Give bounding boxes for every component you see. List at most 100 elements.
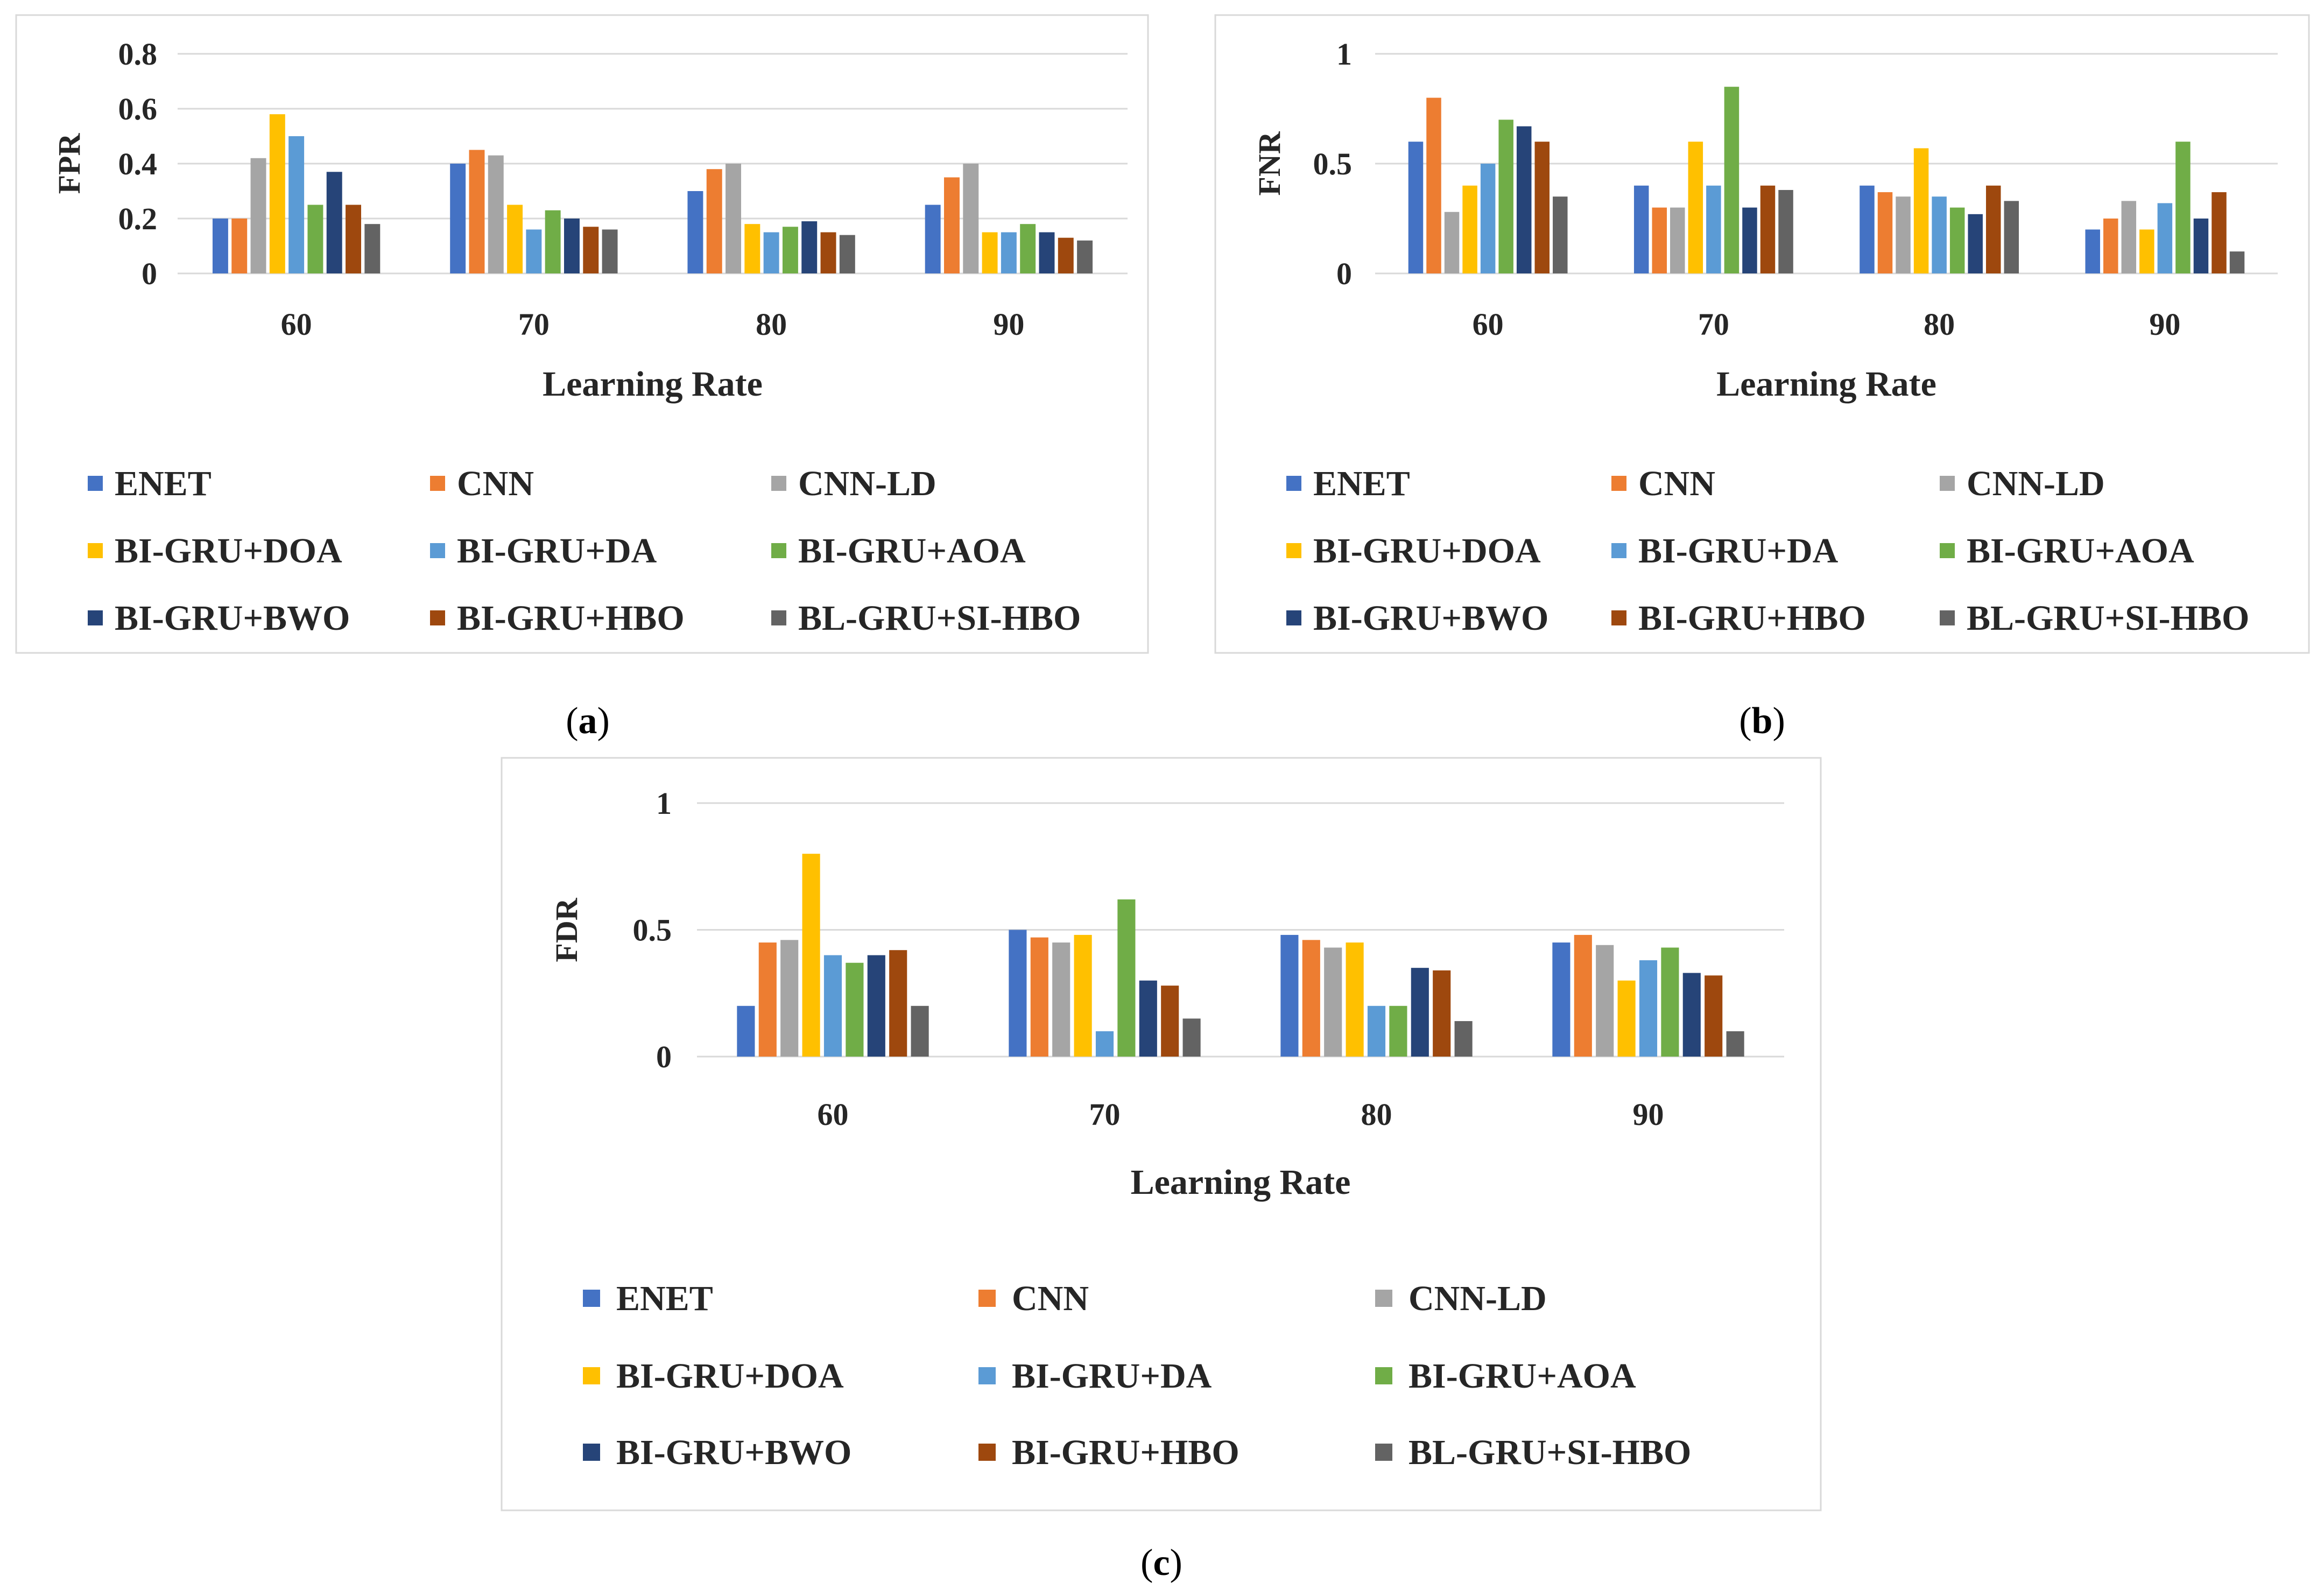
bar-bi-gru-doa-80 xyxy=(1913,148,1929,273)
bar-bi-gru-doa-80 xyxy=(1346,942,1364,1057)
bar-bi-gru-bwo-80 xyxy=(1411,968,1429,1057)
y-tick-label: 0 xyxy=(142,256,157,291)
legend-item: BI-GRU+HBO xyxy=(430,599,685,638)
bar-bl-gru-si-hbo-80 xyxy=(2004,201,2019,273)
legend-item: BI-GRU+DA xyxy=(978,1356,1212,1396)
legend-label: BI-GRU+HBO xyxy=(457,599,685,638)
x-tick-label: 70 xyxy=(1089,1097,1121,1132)
bar-cnn-90 xyxy=(944,177,960,273)
legend-item: BI-GRU+HBO xyxy=(1611,599,1866,638)
bar-bi-gru-bwo-70 xyxy=(564,219,580,273)
bar-group-80 xyxy=(1280,934,1473,1057)
bar-cnn-ld-80 xyxy=(1896,196,1911,273)
legend-item: BI-GRU+BWO xyxy=(583,1433,851,1472)
bar-group-80 xyxy=(1860,148,2019,273)
bar-cnn-ld-60 xyxy=(1444,212,1460,273)
bar-bi-gru-bwo-80 xyxy=(1968,214,1983,273)
legend-item: CNN xyxy=(1611,464,1715,503)
legend-swatch xyxy=(1375,1290,1392,1307)
bar-bi-gru-da-70 xyxy=(526,229,542,273)
bar-bi-gru-hbo-90 xyxy=(1705,975,1723,1057)
chart-c: 0 0.5 1 FDR 60 70 80 90 Learning Rate ENET CNN CNN-… xyxy=(501,757,1822,1511)
legend-swatch xyxy=(88,610,103,625)
legend-label: CNN-LD xyxy=(1967,464,2105,503)
bar-bi-gru-da-80 xyxy=(763,232,779,273)
legend-label: BI-GRU+DOA xyxy=(115,531,342,571)
legend-label: BI-GRU+DA xyxy=(457,531,657,571)
y-tick-label: 0 xyxy=(656,1039,672,1074)
bar-bi-gru-doa-70 xyxy=(1074,934,1092,1057)
legend-label: BI-GRU+AOA xyxy=(798,531,1026,571)
legend-label: BL-GRU+SI-HBO xyxy=(798,599,1081,638)
legend-label: BL-GRU+SI-HBO xyxy=(1967,599,2249,638)
bar-cnn-70 xyxy=(1030,937,1048,1057)
legend-swatch xyxy=(1611,610,1626,625)
bar-bi-gru-da-60 xyxy=(288,136,305,273)
bar-enet-60 xyxy=(1408,142,1424,273)
bar-bi-gru-doa-90 xyxy=(1617,980,1636,1057)
legend-label: BI-GRU+BWO xyxy=(616,1433,851,1472)
bar-enet-70 xyxy=(1009,930,1027,1057)
bar-bi-gru-da-90 xyxy=(1639,960,1658,1057)
y-tick-label: 1 xyxy=(656,786,672,821)
bar-bi-gru-hbo-80 xyxy=(1985,185,2001,273)
legend-item: BL-GRU+SI-HBO xyxy=(771,599,1081,638)
bar-bi-gru-da-90 xyxy=(2157,203,2173,273)
panel-caption: (b) xyxy=(1739,700,1785,742)
bar-bi-gru-da-60 xyxy=(823,955,842,1057)
bar-bl-gru-si-hbo-80 xyxy=(839,235,855,273)
bar-bi-gru-hbo-70 xyxy=(1161,986,1179,1057)
bar-bl-gru-si-hbo-60 xyxy=(364,224,381,273)
legend: ENET CNN CNN-LD BI-GRU+DOA BI-GRU+DA BI-GRU+A… xyxy=(1286,464,2249,638)
bar-cnn-90 xyxy=(2103,219,2118,273)
bar-bi-gru-hbo-70 xyxy=(1760,185,1776,273)
legend-label: CNN-LD xyxy=(1409,1279,1547,1318)
legend-item: BI-GRU+DOA xyxy=(1286,531,1541,571)
bar-bi-gru-bwo-70 xyxy=(1742,207,1757,273)
legend-swatch xyxy=(1286,476,1301,491)
bar-bl-gru-si-hbo-70 xyxy=(602,229,618,273)
legend-label: ENET xyxy=(616,1279,713,1318)
legend-item: BI-GRU+AOA xyxy=(1940,531,2194,571)
bar-cnn-ld-80 xyxy=(726,164,741,273)
x-tick-label: 90 xyxy=(2149,307,2180,342)
bar-bl-gru-si-hbo-90 xyxy=(1726,1031,1744,1057)
legend-item: ENET xyxy=(88,464,212,503)
legend-swatch xyxy=(1940,476,1955,491)
x-tick-label: 90 xyxy=(1633,1097,1664,1132)
bar-bi-gru-hbo-80 xyxy=(1433,970,1451,1057)
bar-cnn-80 xyxy=(1302,940,1320,1057)
x-axis-label: Learning Rate xyxy=(543,364,763,404)
legend-item: CNN-LD xyxy=(771,464,936,503)
bar-enet-60 xyxy=(212,219,228,273)
bar-bl-gru-si-hbo-70 xyxy=(1778,189,1793,273)
bar-bl-gru-si-hbo-90 xyxy=(2229,251,2245,273)
legend-swatch xyxy=(1940,543,1955,558)
legend-item: BI-GRU+DA xyxy=(1611,531,1839,571)
bar-group-80 xyxy=(687,164,855,273)
bar-bi-gru-aoa-80 xyxy=(1389,1005,1407,1057)
legend-label: CNN xyxy=(1012,1279,1089,1318)
y-axis-label: FPR xyxy=(52,133,87,194)
bar-cnn-70 xyxy=(469,150,485,273)
legend-label: CNN-LD xyxy=(798,464,936,503)
bar-enet-80 xyxy=(687,191,703,273)
bar-bi-gru-aoa-70 xyxy=(1724,87,1740,273)
bar-group-60 xyxy=(1408,97,1568,273)
bar-bl-gru-si-hbo-60 xyxy=(1553,196,1568,273)
legend-label: BI-GRU+DOA xyxy=(1313,531,1541,571)
legend-item: ENET xyxy=(583,1279,713,1318)
legend-swatch xyxy=(88,543,103,558)
legend-swatch xyxy=(1286,610,1301,625)
chart-frame xyxy=(501,757,1822,1511)
legend-label: BI-GRU+BWO xyxy=(1313,599,1548,638)
legend-swatch xyxy=(1611,476,1626,491)
legend-item: BI-GRU+BWO xyxy=(1286,599,1548,638)
bar-cnn-60 xyxy=(231,219,248,273)
bar-bi-gru-doa-60 xyxy=(802,854,820,1057)
legend-item: BI-GRU+AOA xyxy=(771,531,1026,571)
bar-bi-gru-aoa-90 xyxy=(1661,947,1679,1057)
x-tick-label: 60 xyxy=(818,1097,849,1132)
y-tick-label: 0.8 xyxy=(118,37,158,72)
